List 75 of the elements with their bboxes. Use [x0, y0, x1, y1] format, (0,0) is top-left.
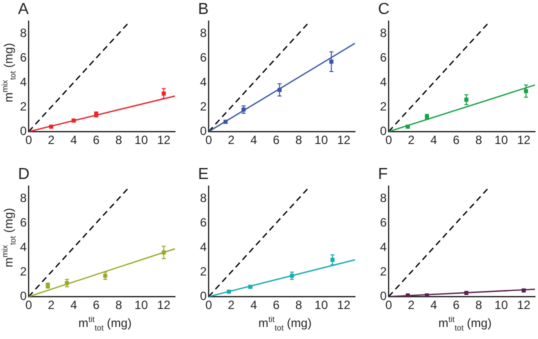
x-tick-label: 6 [452, 298, 460, 312]
y-tick-label: 4 [380, 240, 387, 254]
x-tick-label: 6 [272, 298, 280, 312]
y-tick-label: 0 [200, 124, 207, 138]
chart-title: D [18, 166, 30, 184]
x-tick-label: 4 [430, 298, 438, 312]
x-axis-title: m$^{tit}$$_{tot}$ (mg) [437, 315, 493, 332]
x-tick-label: 6 [92, 298, 100, 312]
x-tick-label: 4 [250, 133, 258, 148]
y-tick-label: 6 [20, 50, 27, 64]
x-tick-label: 8 [115, 298, 122, 312]
y-tick-label: 2 [200, 99, 207, 114]
x-tick-label: 6 [92, 133, 100, 148]
chart-title: C [378, 1, 390, 18]
x-tick-label: 2 [228, 133, 235, 148]
x-tick-label: 2 [408, 298, 415, 312]
x-tick-label: 12 [517, 133, 531, 148]
x-tick-label: 8 [115, 133, 122, 148]
x-tick-label: 4 [70, 298, 78, 312]
chart-title: F [378, 166, 388, 184]
x-tick-label: 12 [337, 298, 351, 312]
x-tick-label: 10 [134, 298, 148, 312]
y-tick-label: 0 [20, 124, 27, 138]
x-tick-label: 12 [517, 298, 531, 312]
x-tick-label: 2 [48, 133, 55, 148]
y-tick-label: 4 [20, 240, 27, 254]
y-tick-label: 8 [380, 26, 387, 40]
y-tick-label: 6 [20, 215, 27, 230]
x-tick-label: 8 [295, 133, 302, 148]
y-tick-label: 2 [20, 99, 27, 114]
y-tick-label: 2 [200, 264, 207, 278]
x-tick-label: 10 [494, 133, 508, 148]
x-tick-label: 6 [272, 133, 280, 148]
x-tick-label: 10 [314, 133, 328, 148]
chart-title: A [18, 1, 29, 18]
y-tick-label: 0 [380, 124, 387, 138]
x-axis-title: m$^{tit}$$_{tot}$ (mg) [257, 315, 313, 332]
y-tick-label: 4 [380, 74, 387, 89]
x-tick-label: 8 [475, 298, 482, 312]
x-tick-label: 12 [157, 298, 171, 312]
y-tick-label: 4 [20, 74, 27, 89]
y-tick-label: 8 [20, 26, 27, 40]
y-tick-label: 6 [200, 50, 207, 64]
x-tick-label: 10 [134, 133, 148, 148]
chart-title: B [198, 1, 209, 18]
x-tick-label: 8 [295, 298, 302, 312]
x-tick-label: 2 [408, 133, 415, 148]
y-tick-label: 2 [380, 99, 387, 114]
y-tick-label: 8 [20, 190, 27, 205]
y-tick-label: 8 [200, 190, 207, 205]
y-tick-label: 2 [380, 264, 387, 278]
chart-title: E [198, 166, 209, 184]
x-tick-label: 10 [314, 298, 328, 312]
y-tick-label: 4 [200, 74, 207, 89]
x-tick-label: 2 [228, 298, 235, 312]
x-axis-title: m$^{tit}$$_{tot}$ (mg) [77, 315, 133, 332]
x-tick-label: 4 [70, 133, 78, 148]
x-tick-label: 10 [494, 298, 508, 312]
x-tick-label: 12 [337, 133, 351, 148]
y-tick-label: 0 [200, 288, 207, 303]
y-tick-label: 0 [20, 288, 27, 303]
y-tick-label: 8 [200, 26, 207, 40]
y-tick-label: 4 [200, 240, 207, 254]
y-tick-label: 6 [200, 215, 207, 230]
x-tick-label: 6 [452, 133, 460, 148]
y-tick-label: 6 [380, 215, 387, 230]
x-tick-label: 12 [157, 133, 171, 148]
x-tick-label: 8 [475, 133, 482, 148]
x-tick-label: 2 [48, 298, 55, 312]
y-tick-label: 6 [380, 50, 387, 64]
x-tick-label: 4 [430, 133, 438, 148]
y-tick-label: 0 [380, 288, 387, 303]
y-tick-label: 8 [380, 190, 387, 205]
x-tick-label: 4 [250, 298, 258, 312]
y-tick-label: 2 [20, 264, 27, 278]
